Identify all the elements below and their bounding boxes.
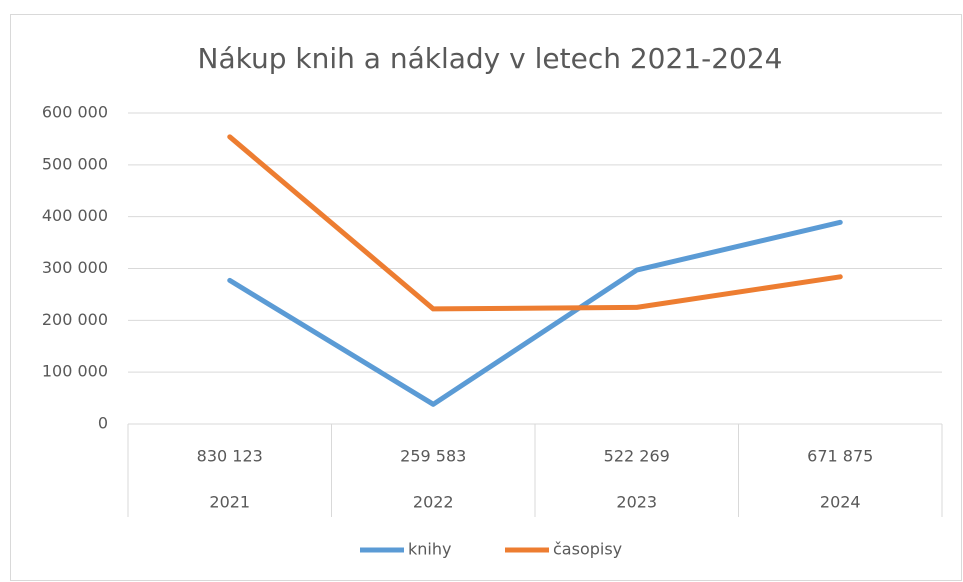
x-sublabel: 522 269	[604, 447, 670, 466]
y-tick-label: 300 000	[42, 258, 108, 277]
chart-border	[10, 14, 962, 581]
y-tick-label: 400 000	[42, 206, 108, 225]
x-sublabel: 830 123	[197, 447, 263, 466]
x-tick-label: 2024	[820, 493, 861, 512]
chart-title: Nákup knih a náklady v letech 2021-2024	[198, 42, 783, 75]
y-tick-label: 500 000	[42, 154, 108, 173]
x-tick-label: 2021	[209, 493, 250, 512]
x-tick-label: 2023	[616, 493, 657, 512]
y-tick-label: 200 000	[42, 310, 108, 329]
y-tick-label: 100 000	[42, 362, 108, 381]
x-sublabel: 671 875	[807, 447, 873, 466]
y-tick-label: 0	[98, 414, 108, 433]
x-tick-label: 2022	[413, 493, 454, 512]
legend-label: knihy	[408, 540, 451, 559]
series-line	[227, 219, 843, 407]
y-tick-label: 600 000	[42, 103, 108, 122]
x-sublabel: 259 583	[400, 447, 466, 466]
series-line	[227, 134, 843, 312]
legend-label: časopisy	[553, 540, 622, 559]
